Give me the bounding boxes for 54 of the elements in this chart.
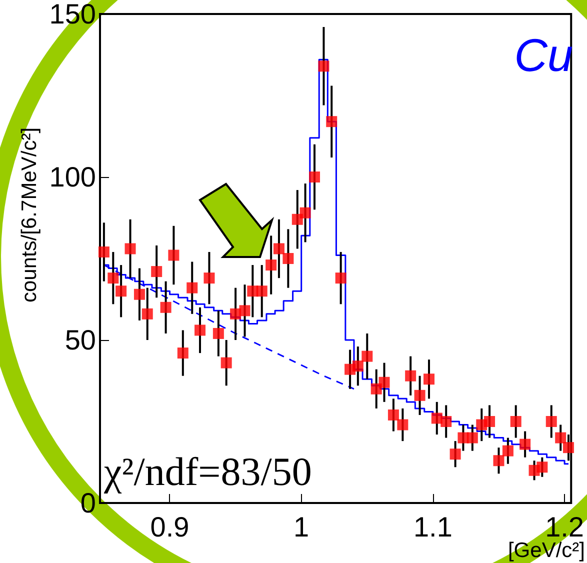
point xyxy=(440,416,452,427)
point xyxy=(142,308,153,320)
point xyxy=(520,438,531,450)
point xyxy=(134,288,145,300)
point xyxy=(352,360,364,372)
point xyxy=(362,350,373,362)
point xyxy=(194,324,206,336)
point xyxy=(98,246,110,258)
point xyxy=(300,207,311,218)
point xyxy=(220,357,232,368)
point xyxy=(108,272,119,284)
point xyxy=(536,462,548,473)
point xyxy=(124,243,136,254)
point xyxy=(555,432,566,444)
point xyxy=(282,253,294,264)
point xyxy=(546,416,557,427)
point xyxy=(484,416,496,427)
point xyxy=(510,416,522,427)
y-axis-title: counts/[6.7MeV/c²] xyxy=(18,127,42,303)
point xyxy=(151,266,162,278)
point xyxy=(466,432,478,444)
point xyxy=(450,448,461,460)
point xyxy=(160,302,172,313)
point xyxy=(204,272,215,284)
point xyxy=(423,374,434,385)
x-tick-label: 1.1 xyxy=(413,512,452,542)
point xyxy=(388,409,399,420)
annotation: χ²/ndf=83/50 xyxy=(104,448,312,495)
point xyxy=(502,445,514,456)
point xyxy=(378,376,390,388)
x-tick-label: 1 xyxy=(294,512,310,542)
point xyxy=(116,286,127,297)
point xyxy=(177,348,188,359)
point xyxy=(397,419,408,430)
y-tick-label: 0 xyxy=(80,488,96,518)
point xyxy=(212,328,224,339)
point xyxy=(414,390,426,401)
point xyxy=(335,272,346,284)
point xyxy=(266,260,277,271)
point xyxy=(186,282,198,294)
point xyxy=(493,455,504,466)
point xyxy=(239,305,250,316)
y-tick-label: 50 xyxy=(64,324,96,356)
y-tick-label: 100 xyxy=(49,162,96,192)
point xyxy=(309,172,320,182)
point xyxy=(326,116,338,128)
point xyxy=(168,250,180,261)
point xyxy=(230,308,242,320)
point xyxy=(273,243,284,254)
point xyxy=(405,370,416,382)
point xyxy=(562,442,574,454)
x-tick-label: 0.9 xyxy=(150,512,190,542)
point xyxy=(318,60,330,72)
point xyxy=(256,286,268,297)
